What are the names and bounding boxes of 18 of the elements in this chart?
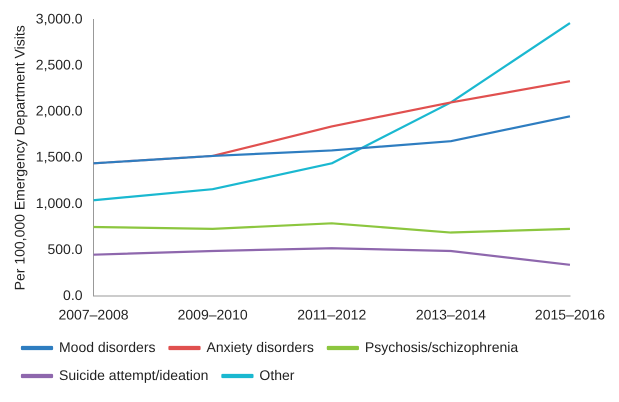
y-axis-title: Per 100,000 Emergency Department Visits xyxy=(11,25,28,290)
y-tick-label: 1,000.0 xyxy=(36,194,83,211)
y-tick-label: 2,000.0 xyxy=(36,102,83,119)
legend-label: Psychosis/schizophrenia xyxy=(364,338,518,355)
x-tick-label: 2013–2014 xyxy=(416,306,486,322)
x-tick-label: 2007–2008 xyxy=(58,306,129,322)
y-tick-label: 1,500.0 xyxy=(36,148,83,165)
x-tick-label: 2009–2010 xyxy=(178,306,248,322)
legend-label: Suicide attempt/ideation xyxy=(59,366,208,383)
legend-label: Mood disorders xyxy=(59,338,156,355)
y-tick-label: 3,000.0 xyxy=(36,10,83,26)
legend-label: Other xyxy=(259,366,295,383)
y-tick-label: 0.0 xyxy=(63,287,83,304)
y-tick-label: 2,500.0 xyxy=(36,56,83,72)
legend-label: Anxiety disorders xyxy=(206,338,314,355)
x-tick-label: 2011–2012 xyxy=(297,306,366,322)
x-tick-label: 2015–2016 xyxy=(534,306,606,322)
y-tick-label: 500.0 xyxy=(47,240,83,257)
